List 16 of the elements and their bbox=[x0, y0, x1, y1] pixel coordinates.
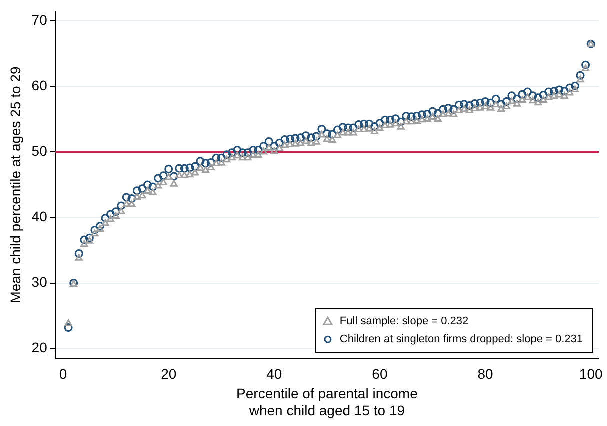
x-tick-label: 100 bbox=[579, 366, 603, 382]
legend-label: Full sample: slope = 0.232 bbox=[340, 316, 469, 328]
y-tick-label: 20 bbox=[32, 340, 48, 356]
y-axis-title: Mean child percentile at ages 25 to 29 bbox=[7, 66, 24, 304]
y-tick-label: 70 bbox=[32, 12, 48, 28]
y-tick-label: 30 bbox=[32, 274, 48, 290]
x-tick-label: 20 bbox=[161, 366, 177, 382]
x-tick-label: 80 bbox=[478, 366, 494, 382]
y-tick-label: 40 bbox=[32, 208, 48, 225]
x-tick-label: 60 bbox=[372, 366, 388, 382]
y-tick-label: 60 bbox=[32, 78, 48, 94]
legend-label: Children at singleton firms dropped: slope = 0.231 bbox=[340, 334, 584, 346]
y-tick-label: 50 bbox=[32, 143, 48, 160]
x-tick-label: 40 bbox=[266, 366, 282, 382]
x-tick-label: 0 bbox=[59, 366, 68, 382]
x-axis-title: Percentile of parental income when child aged 15 to 19 bbox=[236, 386, 418, 418]
